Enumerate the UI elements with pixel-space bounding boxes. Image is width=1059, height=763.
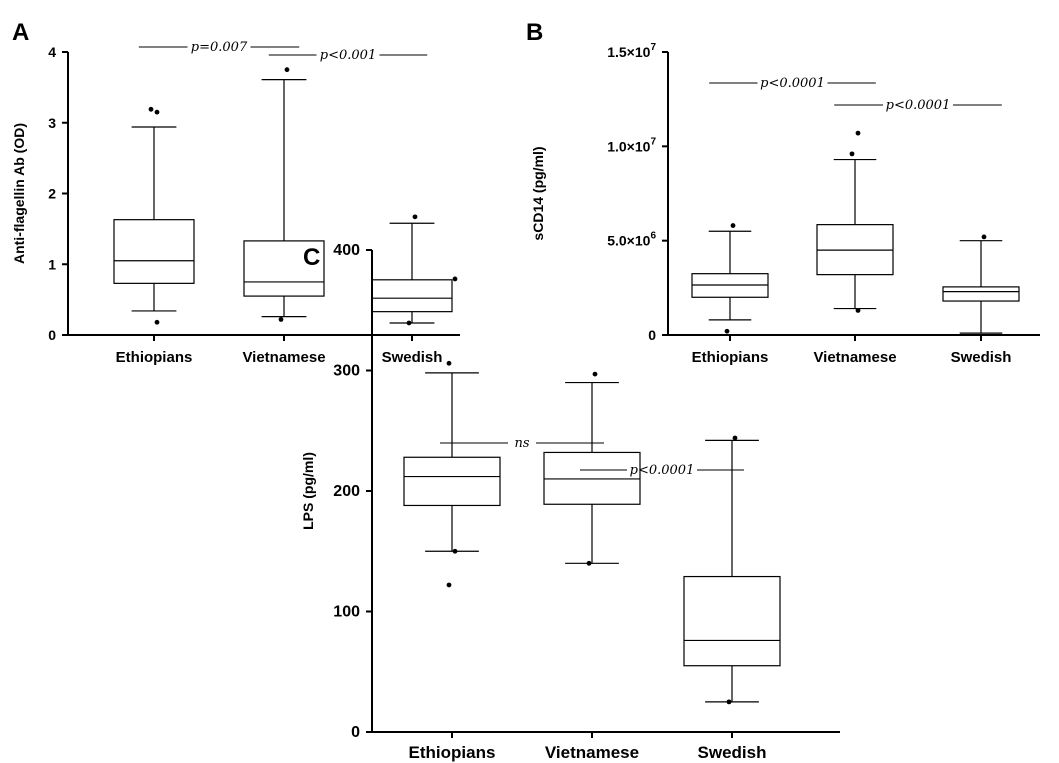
y-axis-label: Anti-flagellin Ab (OD): [11, 123, 27, 264]
outlier-point: [724, 328, 730, 334]
y-tick-label: 1.0×107: [607, 136, 656, 154]
iqr-box: [113, 219, 195, 284]
x-tick-label: Ethiopians: [409, 743, 496, 762]
y-tick-label: 4: [48, 44, 56, 60]
outlier-point: [446, 360, 452, 366]
panel-letter: A: [12, 19, 29, 46]
outlier-point: [284, 67, 290, 73]
x-tick-label: Vietnamese: [242, 349, 325, 366]
outlier-point: [412, 214, 418, 220]
p-value-label: ns: [514, 436, 529, 451]
outlier-point: [406, 320, 412, 326]
y-tick-label: 100: [333, 604, 360, 621]
p-value-label: p<0.0001: [760, 76, 825, 91]
p-value-label: p<0.001: [320, 48, 376, 63]
x-tick-label: Swedish: [951, 349, 1012, 366]
panel-c: C 0 100 200 300 400 LPS (pg/ml) Ethiopians Vietn…: [300, 242, 840, 762]
outlier-point: [278, 317, 284, 322]
iqr-box: [543, 451, 641, 505]
x-tick-label: Swedish: [698, 743, 767, 762]
y-tick-label: 0: [648, 327, 656, 343]
y-tick-label: 200: [333, 483, 360, 500]
box-swedish: [683, 435, 781, 705]
outlier-point: [452, 548, 458, 554]
p-value-label: p=0.007: [191, 40, 248, 55]
y-tick-label: 0: [48, 327, 56, 343]
y-tick-label: 300: [333, 363, 360, 380]
panel-a: A 0 1 2 3 4 Anti-flagellin Ab (OD) Ethiopians Vi…: [11, 19, 460, 366]
significance-annotation: p=0.007: [138, 40, 300, 55]
y-tick-label: 2: [48, 186, 56, 202]
iqr-box: [403, 456, 501, 507]
y-tick-label: 400: [333, 242, 360, 259]
outlier-point: [586, 560, 592, 566]
iqr-box: [243, 240, 325, 297]
x-tick-label: Swedish: [382, 349, 443, 366]
outlier-point: [849, 151, 855, 157]
significance-annotation: p<0.001: [268, 48, 428, 63]
box-ethiopians: [113, 106, 195, 325]
p-value-label: p<0.0001: [886, 98, 951, 113]
outlier-point: [154, 319, 160, 325]
iqr-box: [683, 575, 781, 667]
box-swedish: [942, 234, 1020, 334]
panel-letter: B: [526, 19, 543, 46]
x-tick-label: Vietnamese: [545, 743, 639, 762]
significance-annotation: p<0.0001: [580, 463, 744, 478]
box-vietnamese: [816, 130, 894, 313]
x-tick-label: Ethiopians: [692, 349, 769, 366]
y-tick-label: 0: [351, 724, 360, 741]
y-axis-label: sCD14 (pg/ml): [530, 146, 546, 240]
y-tick-label: 1.5×107: [607, 42, 656, 60]
outlier-point: [726, 699, 732, 705]
outlier-point: [592, 371, 598, 377]
y-tick-label: 3: [48, 115, 56, 131]
box-ethiopians: [403, 276, 501, 588]
box-vietnamese: [543, 371, 641, 566]
x-tick-label: Vietnamese: [813, 349, 896, 366]
outlier-point: [730, 223, 736, 228]
box-ethiopians: [691, 223, 769, 334]
panel-letter: C: [303, 244, 320, 271]
y-axis-label: LPS (pg/ml): [300, 452, 316, 530]
significance-annotation: p<0.0001: [834, 98, 1002, 113]
box-vietnamese: [243, 67, 325, 322]
outlier-point: [981, 234, 987, 240]
outlier-point: [855, 130, 861, 136]
outlier-point: [154, 109, 160, 115]
outlier-point: [446, 582, 452, 588]
panel-b: B 0 5.0×106 1.0×107 1.5×107 sCD14 (pg/ml) Ethi…: [526, 19, 1040, 366]
outlier-point: [732, 435, 738, 441]
outlier-point: [452, 276, 458, 282]
p-value-label: p<0.0001: [630, 463, 695, 478]
x-tick-label: Ethiopians: [116, 349, 193, 366]
y-tick-label: 5.0×106: [607, 231, 656, 249]
significance-annotation: p<0.0001: [709, 76, 876, 91]
outlier-point: [855, 308, 861, 313]
significance-annotation: ns: [440, 436, 604, 451]
iqr-box: [942, 286, 1020, 302]
iqr-box: [371, 279, 453, 313]
outlier-point: [148, 106, 154, 112]
box-swedish: [371, 214, 453, 326]
y-tick-label: 1: [48, 256, 56, 272]
